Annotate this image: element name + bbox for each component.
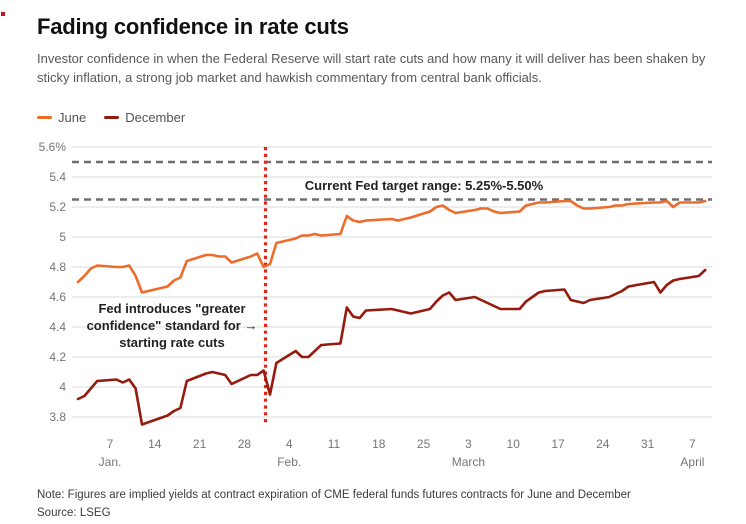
x-tick-label: 31: [641, 437, 655, 451]
x-tick-label: 7: [107, 437, 114, 451]
y-tick-label: 5: [59, 230, 66, 244]
x-tick-label: 28: [238, 437, 252, 451]
x-tick-label: 25: [417, 437, 431, 451]
x-tick-label: 7: [689, 437, 696, 451]
reuters-brand-mark: [1, 12, 5, 16]
legend-item-june: June: [37, 110, 86, 125]
y-tick-label: 4.6: [49, 290, 66, 304]
note-text: Note: Figures are implied yields at cont…: [37, 489, 631, 501]
legend-item-december: December: [104, 110, 185, 125]
y-tick-label: 4.2: [49, 350, 66, 364]
y-tick-label: 4.4: [49, 320, 66, 334]
x-month-label: Jan.: [99, 455, 122, 469]
x-month-label: Feb.: [277, 455, 301, 469]
legend-label-december: December: [125, 110, 186, 125]
event-annotation-line-3: starting rate cuts: [119, 335, 224, 350]
x-tick-label: 4: [286, 437, 293, 451]
june-line-swatch-icon: [37, 116, 52, 119]
chart-legend: June December: [37, 110, 185, 125]
chart-subtitle: Investor confidence in when the Federal …: [37, 51, 706, 85]
legend-label-june: June: [58, 110, 87, 125]
x-tick-label: 24: [596, 437, 610, 451]
chart-canvas: 5.6% 5.4 5.2 5 4.8 4.6 4.4 4.2 4 3.8 7 Jan. 14 21 28 4 F…: [0, 140, 746, 475]
y-tick-label: 5.4: [49, 170, 66, 184]
y-tick-label: 4.8: [49, 260, 66, 274]
event-annotation-line-1: Fed introduces "greater: [98, 301, 245, 316]
x-tick-label: 3: [465, 437, 472, 451]
y-tick-label: 5.6%: [39, 140, 67, 154]
page-title: Fading confidence in rate cuts: [37, 14, 349, 39]
y-tick-label: 5.2: [49, 200, 66, 214]
x-tick-label: 18: [372, 437, 386, 451]
december-series-line: [76, 268, 707, 426]
y-tick-label: 3.8: [49, 410, 66, 424]
x-month-label: March: [452, 455, 485, 469]
chart-footnote: Note: Figures are implied yields at cont…: [37, 486, 631, 522]
target-range-annotation: Current Fed target range: 5.25%-5.50%: [305, 178, 544, 193]
december-line-swatch-icon: [104, 116, 120, 119]
x-tick-label: 14: [148, 437, 162, 451]
y-tick-label: 4: [59, 380, 66, 394]
x-tick-label: 21: [193, 437, 207, 451]
x-tick-label: 11: [328, 437, 341, 451]
june-series-line: [76, 199, 707, 294]
x-tick-label: 17: [551, 437, 565, 451]
source-text: Source: LSEG: [37, 507, 111, 519]
event-annotation-line-2: confidence" standard for →: [87, 318, 258, 333]
x-month-label: April: [680, 455, 704, 469]
x-tick-label: 10: [507, 437, 521, 451]
rate-cuts-line-chart: 5.6% 5.4 5.2 5 4.8 4.6 4.4 4.2 4 3.8 7 Jan. 14 21 28 4 F…: [39, 140, 712, 469]
